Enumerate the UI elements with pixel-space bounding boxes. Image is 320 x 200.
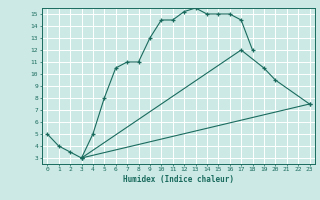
- X-axis label: Humidex (Indice chaleur): Humidex (Indice chaleur): [123, 175, 234, 184]
